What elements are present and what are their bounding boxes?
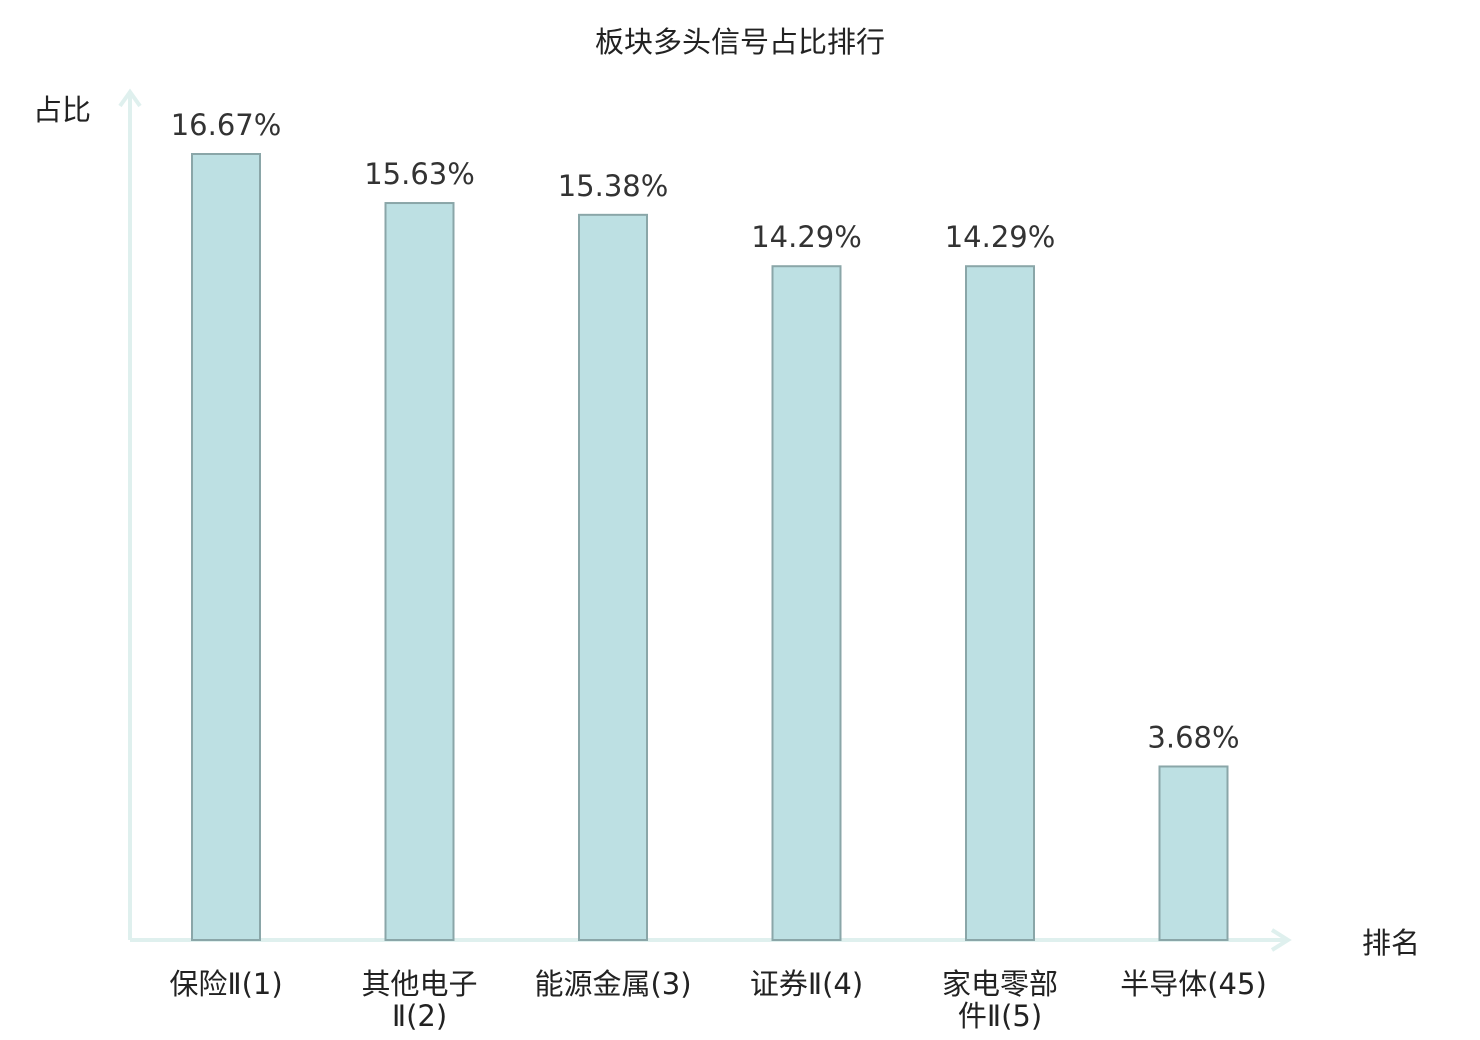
x-tick-label: 证券Ⅱ(4)	[750, 967, 863, 1001]
bar-value-label: 3.68%	[1147, 720, 1239, 754]
y-axis-label: 占比	[33, 93, 91, 127]
x-tick-label: Ⅱ(2)	[392, 999, 447, 1033]
x-tick-label: 保险Ⅱ(1)	[169, 967, 282, 1001]
x-axis	[130, 928, 1292, 952]
bar-value-label: 14.29%	[751, 220, 862, 254]
bar-value-label: 15.63%	[364, 157, 475, 191]
bar	[965, 265, 1035, 941]
bar	[1158, 765, 1229, 941]
x-tick-label: 能源金属(3)	[534, 967, 691, 1001]
bar	[384, 202, 455, 941]
bar	[578, 213, 648, 942]
bar	[191, 153, 261, 941]
chart-title: 板块多头信号占比排行	[595, 25, 885, 59]
bar-value-label: 14.29%	[945, 220, 1056, 254]
bar	[771, 265, 842, 941]
x-axis-label: 排名	[1362, 926, 1420, 960]
x-tick-label: 件Ⅱ(5)	[958, 999, 1042, 1033]
x-tick-label: 家电零部	[942, 967, 1058, 1001]
y-axis	[118, 88, 142, 940]
x-tick-label: 半导体(45)	[1120, 967, 1267, 1001]
bar-value-label: 15.38%	[558, 169, 669, 203]
x-tick-label: 其他电子	[361, 967, 477, 1001]
bar-value-label: 16.67%	[171, 108, 282, 142]
